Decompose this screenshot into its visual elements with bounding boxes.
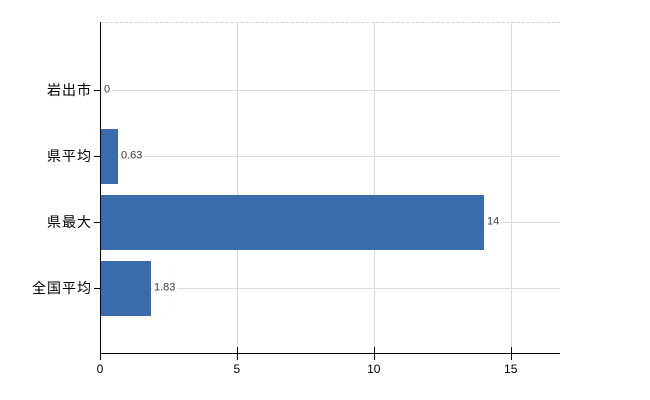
value-label: 0.63 [119, 149, 145, 163]
vertical-gridline [373, 22, 375, 353]
category-label: 県平均 [47, 148, 92, 164]
x-axis-tick [100, 347, 101, 360]
bar-2 [101, 129, 118, 184]
horizontal-gridline [101, 156, 560, 157]
y-axis-tick [94, 288, 100, 289]
value-label: 14 [485, 215, 502, 229]
category-label: 全国平均 [32, 280, 92, 296]
x-axis-tick [373, 347, 375, 360]
vertical-gridline [236, 22, 238, 353]
value-label: 0 [102, 83, 113, 97]
y-axis-tick [94, 222, 100, 223]
bar-4 [101, 261, 151, 316]
horizontal-gridline [101, 288, 560, 289]
horizontal-gridline [101, 90, 560, 91]
y-axis-tick [94, 156, 100, 157]
x-tick-label: 5 [233, 362, 241, 376]
x-axis-line [100, 353, 560, 354]
plot-top-border [100, 22, 560, 23]
y-axis-line [100, 22, 101, 353]
x-tick-label: 10 [367, 362, 381, 376]
x-axis-tick [510, 347, 512, 360]
x-tick-label: 15 [504, 362, 518, 376]
value-label: 1.83 [152, 281, 178, 295]
bar-3 [101, 195, 484, 250]
y-axis-tick [94, 90, 100, 91]
vertical-gridline [510, 22, 512, 353]
x-tick-label: 0 [96, 362, 104, 376]
category-label: 県最大 [47, 214, 92, 230]
category-label: 岩出市 [47, 82, 92, 98]
x-axis-tick [236, 347, 238, 360]
